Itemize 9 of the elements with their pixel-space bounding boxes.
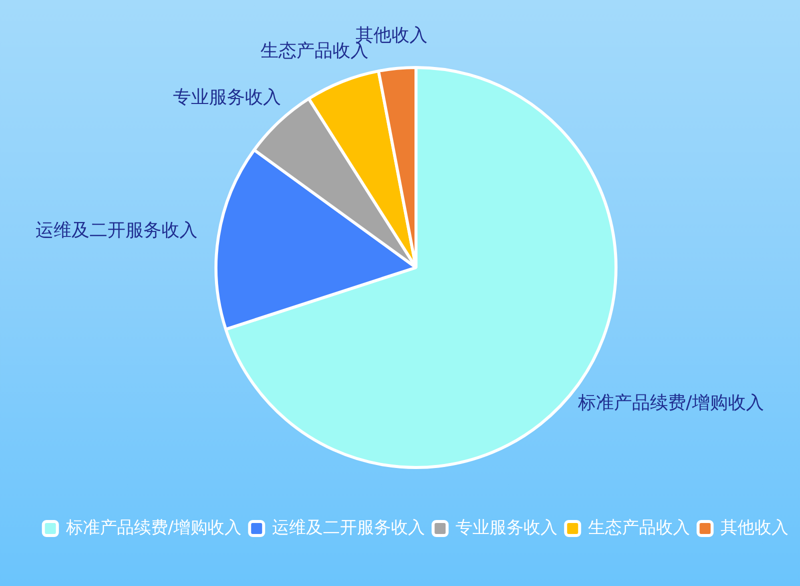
legend-label: 专业服务收入: [456, 518, 558, 538]
legend-label: 标准产品续费/增购收入: [64, 518, 242, 538]
legend-label: 其他收入: [720, 518, 789, 538]
slice-label: 运维及二开服务收入: [36, 220, 198, 241]
slice-label: 生态产品收入: [260, 40, 368, 62]
slice-label: 专业服务收入: [173, 87, 282, 108]
legend-label: 生态产品收入: [588, 518, 690, 538]
slice-label: 标准产品续费/增购收入: [576, 392, 764, 414]
legend-label: 运维及二开服务收入: [272, 518, 426, 538]
